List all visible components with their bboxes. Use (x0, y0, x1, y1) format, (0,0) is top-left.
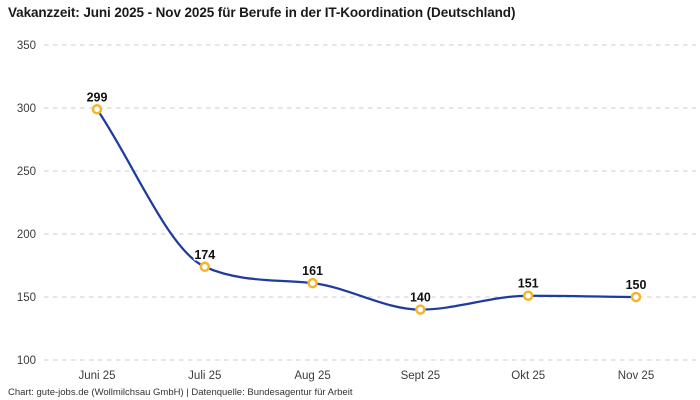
data-point-label: 299 (87, 90, 108, 104)
x-axis-tick-label: Okt 25 (511, 370, 545, 382)
data-point-label: 150 (626, 278, 647, 292)
data-point-label: 174 (194, 248, 215, 262)
x-axis-tick-label: Juli 25 (188, 370, 221, 382)
data-point-label: 140 (410, 291, 431, 305)
chart-attribution: Chart: gute-jobs.de (Wollmilchsau GmbH) … (8, 387, 353, 398)
data-point-marker[interactable] (522, 290, 534, 301)
y-axis-tick-label: 200 (17, 229, 36, 241)
data-point-marker[interactable] (307, 277, 318, 289)
chart-title: Vakanzzeit: Juni 2025 - Nov 2025 für Ber… (8, 5, 516, 20)
x-axis-tick-label: Sept 25 (401, 370, 441, 382)
y-axis-tick-label: 350 (17, 40, 36, 52)
data-point-marker[interactable] (199, 261, 211, 273)
y-axis-tick-label: 150 (17, 292, 36, 304)
data-point-marker[interactable] (630, 291, 642, 303)
data-point-label: 161 (302, 264, 323, 278)
x-axis-tick-label: Nov 25 (618, 370, 654, 382)
y-axis-tick-label: 100 (17, 355, 36, 367)
data-point-label: 151 (518, 277, 539, 291)
x-axis-tick-label: Aug 25 (294, 370, 330, 382)
y-axis-tick-label: 250 (17, 166, 36, 178)
data-point-marker[interactable] (91, 104, 103, 115)
x-axis-tick-label: Juni 25 (78, 370, 115, 382)
y-axis-tick-label: 300 (17, 103, 36, 115)
series-line (95, 108, 638, 311)
data-point-marker[interactable] (415, 304, 426, 315)
